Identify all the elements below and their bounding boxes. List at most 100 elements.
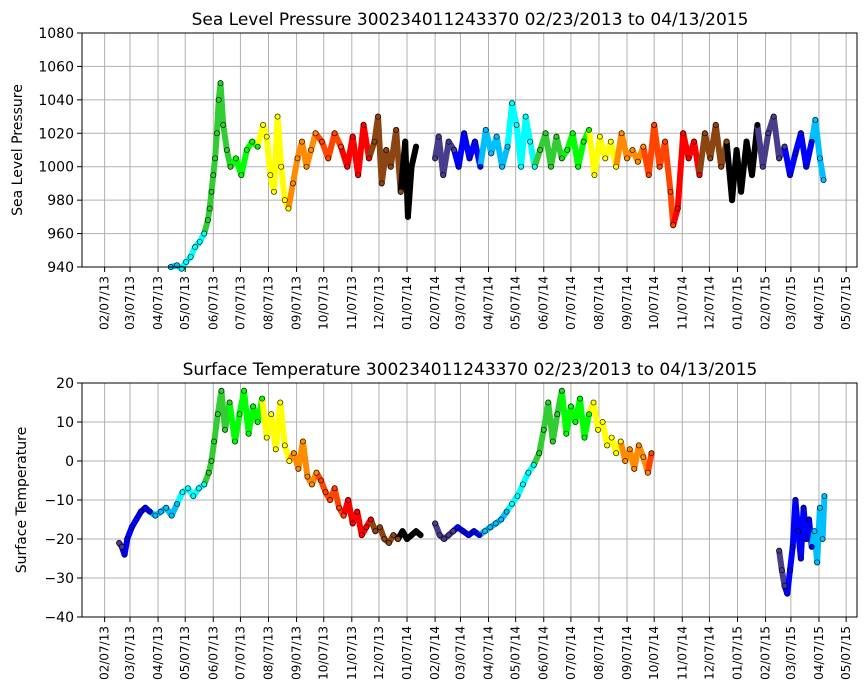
- data-point: [525, 469, 532, 476]
- x-tick-label: 01/07/15: [730, 276, 744, 330]
- trace-segment: [662, 138, 674, 195]
- y-axis-ticks: 940 960 980 1000 1020 1040 1060 1080: [38, 26, 82, 276]
- data-point: [765, 130, 772, 137]
- data-point: [461, 130, 467, 137]
- trace-segment: [217, 80, 227, 128]
- trace-segment: [770, 113, 783, 162]
- trace-segment: [232, 411, 243, 445]
- data-point: [651, 122, 658, 128]
- data-point: [349, 133, 356, 140]
- x-tick-label: 08/07/14: [592, 276, 606, 330]
- data-point: [586, 411, 592, 418]
- data-point: [233, 155, 239, 162]
- x-tick-label: 04/07/15: [812, 626, 826, 680]
- data-point: [513, 122, 520, 128]
- data-point: [440, 172, 447, 178]
- trace-segment: [581, 411, 593, 441]
- data-point: [358, 532, 365, 538]
- chart-title: Surface Temperature 300234011243370 02/2…: [183, 360, 758, 380]
- x-tick-label: 10/07/13: [317, 626, 331, 680]
- data-point: [581, 434, 588, 441]
- x-tick-label: 02/07/14: [428, 276, 442, 330]
- trace-segment: [787, 543, 796, 574]
- data-point: [263, 434, 270, 441]
- y-axis-ticks: −40 −30 −20 −10 0 10 20: [44, 376, 82, 626]
- trace-segment: [644, 450, 655, 476]
- data-point: [413, 143, 419, 150]
- data-point: [243, 147, 250, 153]
- trace-segment: [299, 438, 311, 480]
- data-point: [259, 395, 266, 402]
- data-point: [787, 172, 793, 178]
- trace-segment: [208, 438, 218, 464]
- x-tick-label: 03/07/14: [453, 276, 467, 330]
- data-point: [696, 172, 703, 178]
- data-point: [536, 450, 543, 457]
- data-point: [267, 172, 274, 178]
- data-point: [577, 395, 583, 402]
- y-tick-label: 980: [47, 193, 74, 209]
- data-point: [613, 450, 620, 457]
- data-point: [602, 155, 609, 162]
- data-point: [624, 155, 630, 162]
- data-point: [797, 555, 804, 562]
- data-point: [482, 127, 489, 133]
- x-tick-label: 04/07/15: [812, 276, 826, 330]
- x-tick-label: 11/07/13: [345, 626, 359, 680]
- data-point: [185, 485, 191, 492]
- data-point: [179, 489, 186, 496]
- data-point: [626, 446, 633, 453]
- y-tick-label: 960: [47, 227, 74, 243]
- x-axis-ticks: 02/07/13 03/07/13 04/07/13 05/07/13 06/07/13…: [98, 617, 853, 680]
- data-point: [309, 481, 315, 488]
- data-point: [455, 163, 462, 170]
- grid-lines: [82, 382, 857, 618]
- data-point: [211, 438, 218, 445]
- x-tick-label: 09/07/14: [620, 276, 634, 330]
- data-point: [580, 138, 587, 145]
- x-tick-label: 03/07/14: [453, 626, 467, 680]
- surface-temperature-panel: Surface Temperature 300234011243370 02/2…: [14, 360, 858, 680]
- data-point: [371, 138, 378, 145]
- data-point: [733, 147, 740, 153]
- data-point: [212, 155, 218, 162]
- data-point: [674, 205, 681, 212]
- data-point: [152, 512, 159, 519]
- x-tick-label: 06/07/13: [206, 276, 220, 330]
- y-tick-label: 1060: [38, 59, 74, 75]
- data-point: [465, 532, 472, 538]
- data-point: [375, 113, 381, 120]
- trace-segment: [499, 143, 511, 170]
- data-point: [604, 442, 611, 449]
- sea-level-pressure-panel: Sea Level Pressure 300234011243370 02/23…: [10, 10, 858, 330]
- data-point: [204, 217, 211, 224]
- chart-title: Sea Level Pressure 300234011243370 02/23…: [192, 10, 749, 30]
- data-point: [564, 147, 571, 153]
- trace-segment: [404, 163, 415, 220]
- data-point: [345, 497, 352, 503]
- data-point: [268, 411, 275, 418]
- trace-segment: [274, 113, 285, 170]
- data-point: [530, 461, 537, 468]
- data-point: [680, 130, 687, 137]
- x-tick-label: 05/07/14: [509, 626, 523, 680]
- data-point: [599, 419, 606, 425]
- data-point: [548, 163, 554, 170]
- trace-segment: [536, 426, 547, 457]
- data-point: [499, 163, 505, 170]
- data-point: [503, 508, 510, 515]
- y-tick-label: 20: [56, 376, 74, 392]
- data-point: [360, 122, 367, 128]
- data-point: [617, 438, 624, 445]
- data-point: [201, 481, 208, 488]
- data-point: [787, 567, 793, 574]
- data-point: [312, 130, 319, 137]
- trace-segment: [278, 163, 288, 204]
- x-tick-label: 02/07/15: [759, 626, 773, 680]
- data-point: [254, 419, 261, 425]
- data-point: [662, 138, 668, 145]
- trace-segment: [792, 497, 802, 535]
- data-point: [591, 172, 598, 178]
- data-point: [471, 528, 477, 535]
